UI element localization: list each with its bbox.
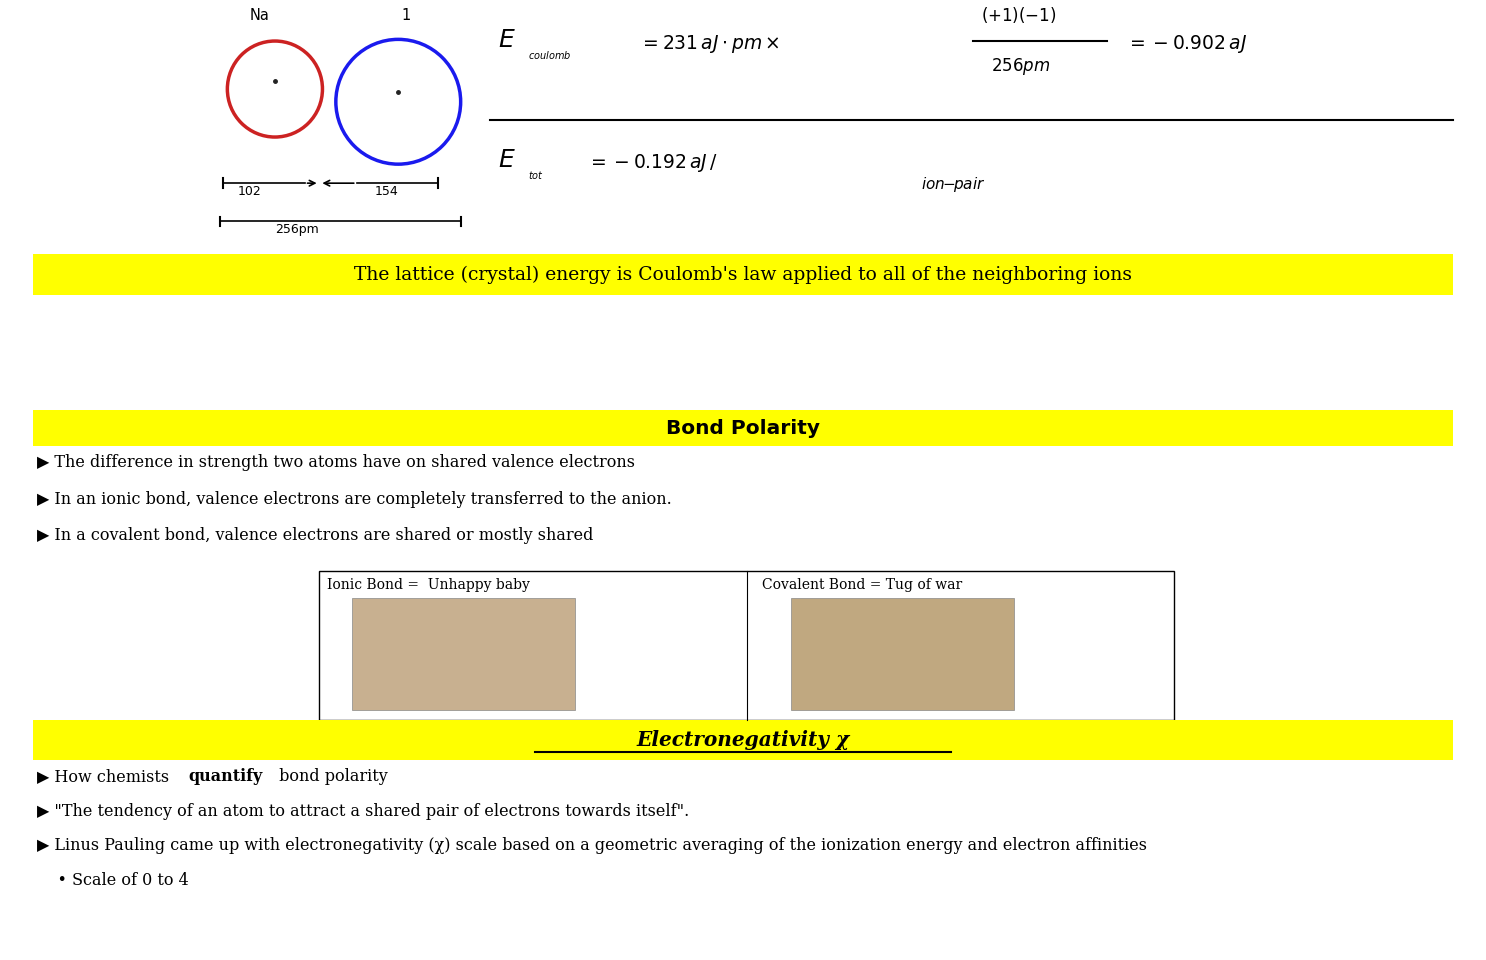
- Text: bond polarity: bond polarity: [275, 768, 388, 785]
- Bar: [33, 254, 1453, 295]
- Text: • Scale of 0 to 4: • Scale of 0 to 4: [37, 872, 189, 889]
- Text: ▶ "The tendency of an atom to attract a shared pair of electrons towards itself": ▶ "The tendency of an atom to attract a …: [37, 803, 690, 820]
- Text: $= 231\,aJ \cdot pm \times$: $= 231\,aJ \cdot pm \times$: [639, 33, 780, 55]
- Text: $_{tot}$: $_{tot}$: [528, 168, 544, 182]
- Text: $256pm$: $256pm$: [991, 57, 1051, 78]
- Text: Covalent Bond = Tug of war: Covalent Bond = Tug of war: [762, 578, 961, 592]
- Text: $ion\!\!-\!\!pair$: $ion\!\!-\!\!pair$: [921, 175, 985, 194]
- Text: ▶ In an ionic bond, valence electrons are completely transferred to the anion.: ▶ In an ionic bond, valence electrons ar…: [37, 491, 672, 508]
- Text: $E$: $E$: [498, 30, 516, 53]
- Text: $= -0.902\,aJ$: $= -0.902\,aJ$: [1126, 33, 1248, 55]
- Bar: [352, 598, 575, 710]
- Text: $E$: $E$: [498, 149, 516, 172]
- Text: The lattice (crystal) energy is Coulomb's law applied to all of the neighboring : The lattice (crystal) energy is Coulomb'…: [354, 265, 1132, 284]
- Text: $= -0.192\,aJ\,/$: $= -0.192\,aJ\,/$: [587, 153, 718, 175]
- Text: quantify: quantify: [189, 768, 263, 785]
- Text: Bond Polarity: Bond Polarity: [666, 419, 820, 438]
- Text: ▶ The difference in strength two atoms have on shared valence electrons: ▶ The difference in strength two atoms h…: [37, 454, 635, 471]
- Text: ▶ How chemists: ▶ How chemists: [37, 768, 174, 785]
- Text: $(+1)(-1)$: $(+1)(-1)$: [981, 5, 1057, 25]
- Bar: [33, 720, 1453, 760]
- Text: 256pm: 256pm: [275, 224, 319, 236]
- Bar: [792, 598, 1015, 710]
- Text: 102: 102: [238, 185, 262, 198]
- Text: Na: Na: [250, 8, 270, 23]
- Bar: [33, 410, 1453, 446]
- Text: ▶ In a covalent bond, valence electrons are shared or mostly shared: ▶ In a covalent bond, valence electrons …: [37, 527, 593, 544]
- Text: $_{coulomb}$: $_{coulomb}$: [528, 48, 571, 62]
- Text: ▶ Linus Pauling came up with electronegativity (χ) scale based on a geometric av: ▶ Linus Pauling came up with electronega…: [37, 837, 1147, 854]
- Bar: [0, 0, 1486, 254]
- Text: Ionic Bond =  Unhappy baby: Ionic Bond = Unhappy baby: [327, 578, 531, 592]
- Text: 1: 1: [401, 8, 410, 23]
- Bar: [319, 571, 1174, 720]
- Text: Electronegativity χ: Electronegativity χ: [636, 731, 850, 750]
- Text: 154: 154: [374, 185, 398, 198]
